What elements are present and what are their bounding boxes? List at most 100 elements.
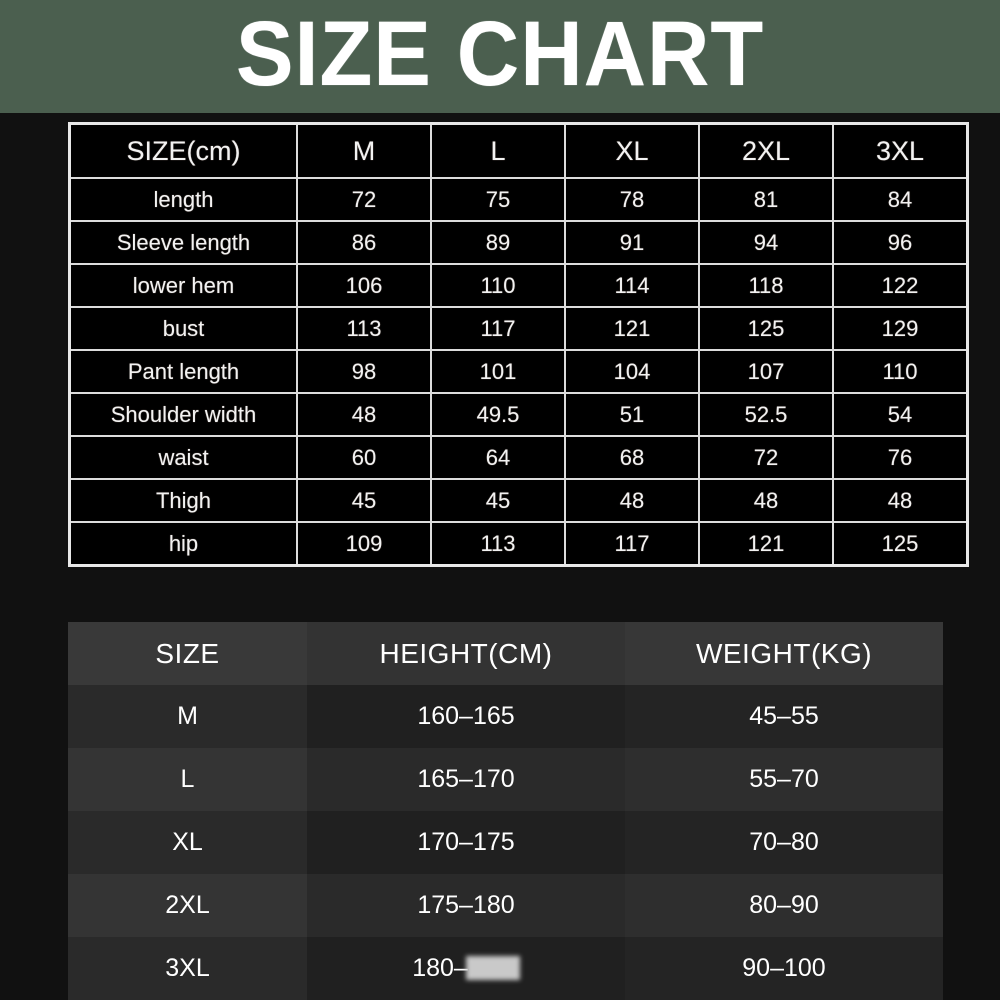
table-row: Shoulder width 48 49.5 51 52.5 54 bbox=[71, 394, 966, 437]
cell-value: 54 bbox=[834, 394, 966, 437]
fit-weight-value: 70–80 bbox=[625, 811, 943, 874]
fit-weight-value: 80–90 bbox=[625, 874, 943, 937]
fit-size-value: L bbox=[68, 748, 307, 811]
fit-height-value: 175–180 bbox=[307, 874, 625, 937]
cell-value: 86 bbox=[298, 222, 432, 265]
fit-height-value-text: 180– bbox=[412, 954, 468, 982]
table-row: Pant length 98 101 104 107 110 bbox=[71, 351, 966, 394]
row-label: Shoulder width bbox=[71, 394, 298, 437]
cell-value: 91 bbox=[566, 222, 700, 265]
fit-header-height: HEIGHT(CM) bbox=[307, 622, 625, 685]
table-row: lower hem 106 110 114 118 122 bbox=[71, 265, 966, 308]
fit-header-size: SIZE bbox=[68, 622, 307, 685]
cell-value: 96 bbox=[834, 222, 966, 265]
fit-size-value: 3XL bbox=[68, 937, 307, 1000]
cell-value: 118 bbox=[700, 265, 834, 308]
table-row: hip 109 113 117 121 125 bbox=[71, 523, 966, 564]
fit-weight-value: 45–55 bbox=[625, 685, 943, 748]
cell-value: 125 bbox=[834, 523, 966, 564]
table-row: L 165–170 55–70 bbox=[68, 748, 943, 811]
cell-value: 49.5 bbox=[432, 394, 566, 437]
row-label: hip bbox=[71, 523, 298, 564]
measurement-table-head: SIZE(cm) M L XL 2XL 3XL bbox=[71, 125, 966, 179]
cell-value: 72 bbox=[298, 179, 432, 222]
cell-value: 94 bbox=[700, 222, 834, 265]
redaction-bar bbox=[465, 955, 520, 980]
row-label: Sleeve length bbox=[71, 222, 298, 265]
cell-value: 113 bbox=[298, 308, 432, 351]
cell-value: 48 bbox=[700, 480, 834, 523]
table-row: 3XL 180– 90–100 bbox=[68, 937, 943, 1000]
cell-value: 122 bbox=[834, 265, 966, 308]
cell-value: 81 bbox=[700, 179, 834, 222]
measurement-header-l: L bbox=[432, 125, 566, 179]
fit-height-value: 165–170 bbox=[307, 748, 625, 811]
cell-value: 64 bbox=[432, 437, 566, 480]
measurement-header-2xl: 2XL bbox=[700, 125, 834, 179]
fit-recommendation-table: SIZE HEIGHT(CM) WEIGHT(KG) M 160–165 45–… bbox=[68, 622, 943, 1000]
page-title: SIZE CHART bbox=[235, 2, 765, 105]
row-label: lower hem bbox=[71, 265, 298, 308]
page-header-banner: SIZE CHART bbox=[0, 0, 1000, 113]
cell-value: 121 bbox=[700, 523, 834, 564]
cell-value: 121 bbox=[566, 308, 700, 351]
fit-weight-value: 90–100 bbox=[625, 937, 943, 1000]
cell-value: 78 bbox=[566, 179, 700, 222]
cell-value: 60 bbox=[298, 437, 432, 480]
fit-table-header-row: SIZE HEIGHT(CM) WEIGHT(KG) bbox=[68, 622, 943, 685]
measurement-header-3xl: 3XL bbox=[834, 125, 966, 179]
cell-value: 114 bbox=[566, 265, 700, 308]
cell-value: 125 bbox=[700, 308, 834, 351]
row-label: length bbox=[71, 179, 298, 222]
cell-value: 72 bbox=[700, 437, 834, 480]
cell-value: 117 bbox=[432, 308, 566, 351]
fit-height-value: 170–175 bbox=[307, 811, 625, 874]
fit-size-value: M bbox=[68, 685, 307, 748]
fit-height-value-redacted: 180– bbox=[307, 937, 625, 1000]
row-label: waist bbox=[71, 437, 298, 480]
fit-size-value: XL bbox=[68, 811, 307, 874]
cell-value: 52.5 bbox=[700, 394, 834, 437]
cell-value: 89 bbox=[432, 222, 566, 265]
table-row: 2XL 175–180 80–90 bbox=[68, 874, 943, 937]
table-row: length 72 75 78 81 84 bbox=[71, 179, 966, 222]
row-label: bust bbox=[71, 308, 298, 351]
fit-header-weight: WEIGHT(KG) bbox=[625, 622, 943, 685]
row-label: Pant length bbox=[71, 351, 298, 394]
measurement-header-m: M bbox=[298, 125, 432, 179]
cell-value: 107 bbox=[700, 351, 834, 394]
table-row: waist 60 64 68 72 76 bbox=[71, 437, 966, 480]
table-row: Sleeve length 86 89 91 94 96 bbox=[71, 222, 966, 265]
cell-value: 104 bbox=[566, 351, 700, 394]
row-label: Thigh bbox=[71, 480, 298, 523]
table-row: Thigh 45 45 48 48 48 bbox=[71, 480, 966, 523]
table-row: bust 113 117 121 125 129 bbox=[71, 308, 966, 351]
cell-value: 75 bbox=[432, 179, 566, 222]
fit-table-head: SIZE HEIGHT(CM) WEIGHT(KG) bbox=[68, 622, 943, 685]
cell-value: 109 bbox=[298, 523, 432, 564]
cell-value: 48 bbox=[834, 480, 966, 523]
cell-value: 45 bbox=[432, 480, 566, 523]
cell-value: 45 bbox=[298, 480, 432, 523]
cell-value: 48 bbox=[298, 394, 432, 437]
measurement-table: SIZE(cm) M L XL 2XL 3XL length 72 75 78 … bbox=[68, 122, 969, 567]
cell-value: 110 bbox=[834, 351, 966, 394]
table-row: M 160–165 45–55 bbox=[68, 685, 943, 748]
measurement-header-size-cm: SIZE(cm) bbox=[71, 125, 298, 179]
cell-value: 129 bbox=[834, 308, 966, 351]
fit-table-body: M 160–165 45–55 L 165–170 55–70 XL 170–1… bbox=[68, 685, 943, 1000]
cell-value: 98 bbox=[298, 351, 432, 394]
fit-weight-value: 55–70 bbox=[625, 748, 943, 811]
measurement-header-xl: XL bbox=[566, 125, 700, 179]
cell-value: 48 bbox=[566, 480, 700, 523]
cell-value: 106 bbox=[298, 265, 432, 308]
cell-value: 84 bbox=[834, 179, 966, 222]
fit-height-value: 160–165 bbox=[307, 685, 625, 748]
fit-size-value: 2XL bbox=[68, 874, 307, 937]
cell-value: 51 bbox=[566, 394, 700, 437]
cell-value: 117 bbox=[566, 523, 700, 564]
measurement-table-body: length 72 75 78 81 84 Sleeve length 86 8… bbox=[71, 179, 966, 564]
table-row: XL 170–175 70–80 bbox=[68, 811, 943, 874]
cell-value: 110 bbox=[432, 265, 566, 308]
cell-value: 101 bbox=[432, 351, 566, 394]
